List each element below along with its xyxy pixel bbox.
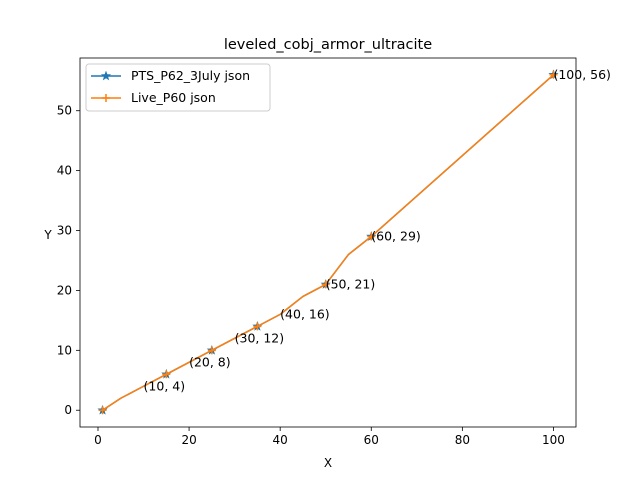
series-marker: [207, 346, 216, 355]
x-tick-label: 80: [455, 433, 470, 447]
legend-box: [85, 63, 271, 112]
plot-frame: [79, 57, 577, 428]
x-tick-label: 0: [94, 433, 102, 447]
legend-marker: [100, 70, 112, 81]
y-tick-label: 10: [57, 343, 72, 357]
series-line: [102, 74, 554, 411]
y-tick-label: 40: [57, 164, 72, 178]
plot-area: [79, 57, 577, 428]
series-2: [98, 70, 558, 415]
annotation-layer: (10, 4)(20, 8) (30, 12) (40, 16) (50, 21) (6…: [144, 67, 611, 393]
y-tick-label: 50: [57, 104, 72, 118]
legend-marker: [102, 94, 110, 102]
series-marker: [253, 322, 262, 331]
series-marker: [367, 232, 376, 241]
y-axis-label: Y: [43, 228, 52, 242]
x-axis-label: X: [324, 456, 332, 470]
y-tick-label: 0: [64, 403, 72, 417]
series-marker: [162, 370, 171, 379]
legend: PTS_P62_3July json Live_P60 json: [85, 63, 271, 112]
series-marker: [98, 406, 107, 415]
chart-title: leveled_cobj_armor_ultracite: [224, 37, 432, 53]
series-marker: [549, 70, 558, 79]
y-tick-label: 20: [57, 283, 72, 297]
data-label: (50, 21): [326, 276, 376, 291]
data-label: (40, 16): [280, 306, 330, 321]
x-tick-label: 20: [181, 433, 196, 447]
data-label: (30, 12): [235, 330, 285, 345]
legend-entry-label: Live_P60 json: [131, 90, 216, 105]
series-marker: [321, 280, 330, 289]
data-label: (10, 4): [144, 378, 186, 393]
data-label: (20, 8): [189, 354, 231, 369]
axis-ticks: 0 20 40 60 80 100 0 10 20 30 40 50: [57, 104, 565, 447]
data-label: (100, 56): [553, 67, 610, 82]
series-layer: [97, 69, 559, 415]
x-tick-label: 60: [364, 433, 379, 447]
data-label: (60, 29): [371, 229, 421, 244]
legend-entry-label: PTS_P62_3July json: [131, 68, 250, 83]
x-tick-label: 40: [273, 433, 288, 447]
x-tick-label: 100: [542, 433, 565, 447]
y-tick-label: 30: [57, 224, 72, 238]
